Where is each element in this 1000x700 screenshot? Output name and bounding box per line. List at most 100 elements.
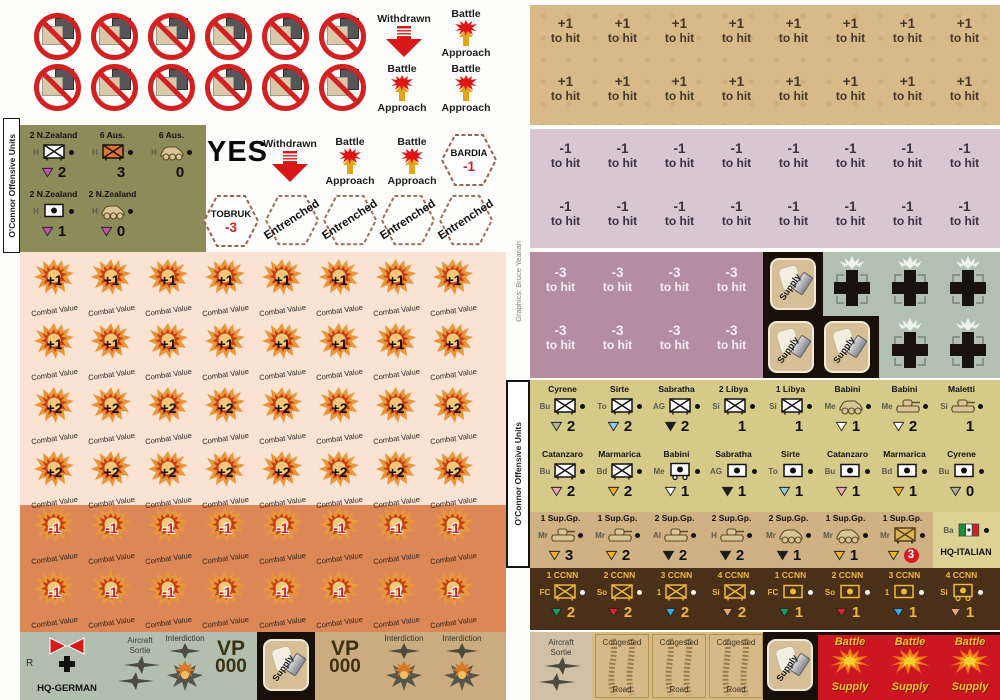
combat-value-minus1-counter[interactable]: -1 Combat Value [197,569,254,633]
withdrawn-marker[interactable]: Withdrawn [372,13,436,63]
destroyed-german-marker[interactable] [884,317,936,380]
congested-road-counter[interactable]: Congested Road [595,634,649,698]
unit-counter[interactable]: Sirte To 2 [591,384,648,444]
battle-supply-counter[interactable]: Battle Supply [950,636,990,693]
combat-value-plus2-counter[interactable]: +2 Combat Value [368,449,425,513]
minus1-to-hit-counter[interactable]: -1 to hit [949,141,980,170]
unit-counter[interactable]: 2 N.Zealand H 1 [29,189,78,240]
combat-value-minus1-counter[interactable]: -1 Combat Value [368,505,425,569]
unit-counter[interactable]: 2 Libya Si 1 [705,384,762,444]
unit-counter[interactable]: 1 CCNN FC 2 [534,570,591,630]
plus1-to-hit-counter[interactable]: +1 to hit [664,74,695,103]
plus1-to-hit-counter[interactable]: +1 to hit [664,16,695,45]
minus1-to-hit-counter[interactable]: -1 to hit [664,141,695,170]
unit-counter[interactable]: 3 CCNN 1 2 [648,570,705,630]
unit-counter[interactable]: 2 CCNN So 2 [591,570,648,630]
minus3-to-hit-counter[interactable]: -3 to hit [716,265,747,294]
combat-value-minus1-counter[interactable]: -1 Combat Value [425,569,482,633]
destroyed-german-marker[interactable] [942,317,994,380]
minus1-to-hit-counter[interactable]: -1 to hit [778,141,809,170]
combat-value-plus1-counter[interactable]: +1 Combat Value [26,257,83,321]
minus1-to-hit-counter[interactable]: -1 to hit [550,141,581,170]
withdrawn-marker[interactable]: Withdrawn [258,138,322,188]
bardia-fortress-marker[interactable]: BARDIA -1 [440,133,498,187]
no-stack-marker[interactable] [148,64,195,111]
entrenched-marker[interactable]: Entrenched [378,194,438,248]
unit-counter[interactable]: 4 CCNN Si 2 [705,570,762,630]
no-stack-marker[interactable] [91,64,138,111]
battle-approach-marker[interactable]: Battle Approach [377,63,427,114]
minus1-to-hit-counter[interactable]: -1 to hit [721,141,752,170]
combat-value-plus1-counter[interactable]: +1 Combat Value [140,257,197,321]
minus3-to-hit-counter[interactable]: -3 to hit [602,323,633,352]
minus1-to-hit-counter[interactable]: -1 to hit [607,199,638,228]
minus1-to-hit-counter[interactable]: -1 to hit [835,199,866,228]
combat-value-plus2-counter[interactable]: +2 Combat Value [83,385,140,449]
minus1-to-hit-counter[interactable]: -1 to hit [607,141,638,170]
vp-counter[interactable]: VP 000 [215,637,247,677]
minus1-to-hit-counter[interactable]: -1 to hit [664,199,695,228]
hq-german-counter[interactable]: R HQ-GERMAN [22,636,112,696]
plus1-to-hit-counter[interactable]: +1 to hit [835,74,866,103]
minus1-to-hit-counter[interactable]: -1 to hit [721,199,752,228]
combat-value-plus1-counter[interactable]: +1 Combat Value [140,321,197,385]
combat-value-plus2-counter[interactable]: +2 Combat Value [425,385,482,449]
unit-counter[interactable]: Babini Me 1 [648,449,705,509]
combat-value-plus2-counter[interactable]: +2 Combat Value [83,449,140,513]
combat-value-plus1-counter[interactable]: +1 Combat Value [254,257,311,321]
unit-counter[interactable]: Catanzaro Bu 1 [819,449,876,509]
plus1-to-hit-counter[interactable]: +1 to hit [949,16,980,45]
combat-value-plus1-counter[interactable]: +1 Combat Value [425,257,482,321]
plus1-to-hit-counter[interactable]: +1 to hit [778,74,809,103]
minus3-to-hit-counter[interactable]: -3 to hit [545,323,576,352]
unit-counter[interactable]: Sabratha AG 2 [648,384,705,444]
minus1-to-hit-counter[interactable]: -1 to hit [892,199,923,228]
combat-value-plus2-counter[interactable]: +2 Combat Value [197,385,254,449]
combat-value-plus2-counter[interactable]: +2 Combat Value [311,449,368,513]
combat-value-plus2-counter[interactable]: +2 Combat Value [26,449,83,513]
combat-value-minus1-counter[interactable]: -1 Combat Value [311,505,368,569]
unit-counter[interactable]: 1 Sup.Gp. Mr 1 [817,513,874,573]
combat-value-plus1-counter[interactable]: +1 Combat Value [311,257,368,321]
unit-counter[interactable]: Cyrene Bu 0 [933,449,990,509]
minus1-to-hit-counter[interactable]: -1 to hit [892,141,923,170]
combat-value-plus1-counter[interactable]: +1 Combat Value [311,321,368,385]
plus1-to-hit-counter[interactable]: +1 to hit [835,16,866,45]
combat-value-minus1-counter[interactable]: -1 Combat Value [26,569,83,633]
plus1-to-hit-counter[interactable]: +1 to hit [892,74,923,103]
tobruk-fortress-marker[interactable]: TOBRUK -3 [202,194,260,248]
combat-value-plus1-counter[interactable]: +1 Combat Value [425,321,482,385]
destroyed-german-marker[interactable] [942,255,994,318]
entrenched-marker[interactable]: Entrenched [320,194,380,248]
unit-counter[interactable]: 3 CCNN 1 1 [876,570,933,630]
battle-approach-marker[interactable]: Battle Approach [441,63,491,114]
combat-value-plus2-counter[interactable]: +2 Combat Value [26,385,83,449]
supply-counter[interactable]: Supply [770,258,816,310]
entrenched-marker[interactable]: Entrenched [436,194,496,248]
plus1-to-hit-counter[interactable]: +1 to hit [721,74,752,103]
no-stack-marker[interactable] [319,64,366,111]
entrenched-marker[interactable]: Entrenched [262,194,322,248]
supply-counter[interactable]: Supply [824,321,870,373]
unit-counter[interactable]: Sirte To 1 [762,449,819,509]
minus3-to-hit-counter[interactable]: -3 to hit [545,265,576,294]
unit-counter[interactable]: 1 Sup.Gp. Mr 2 [589,513,646,573]
minus3-to-hit-counter[interactable]: -3 to hit [659,323,690,352]
combat-value-plus2-counter[interactable]: +2 Combat Value [140,385,197,449]
unit-counter[interactable]: 2 CCNN So 1 [819,570,876,630]
battle-supply-counter[interactable]: Battle Supply [890,636,930,693]
unit-counter[interactable]: Cyrene Bu 2 [534,384,591,444]
unit-counter[interactable]: 1 Sup.Gp. Mr 3 [532,513,589,573]
minus3-to-hit-counter[interactable]: -3 to hit [659,265,690,294]
combat-value-minus1-counter[interactable]: -1 Combat Value [26,505,83,569]
no-stack-marker[interactable] [319,13,366,60]
unit-counter[interactable]: 6 Aus. H 0 [143,130,200,190]
plus1-to-hit-counter[interactable]: +1 to hit [550,74,581,103]
unit-counter[interactable]: Marmarica Bd 1 [881,449,928,500]
no-stack-marker[interactable] [262,64,309,111]
combat-value-plus2-counter[interactable]: +2 Combat Value [197,449,254,513]
battle-supply-counter[interactable]: Battle Supply [830,636,870,693]
combat-value-plus1-counter[interactable]: +1 Combat Value [197,321,254,385]
unit-counter[interactable]: Babini Me 1 [819,384,876,444]
combat-value-minus1-counter[interactable]: -1 Combat Value [83,569,140,633]
